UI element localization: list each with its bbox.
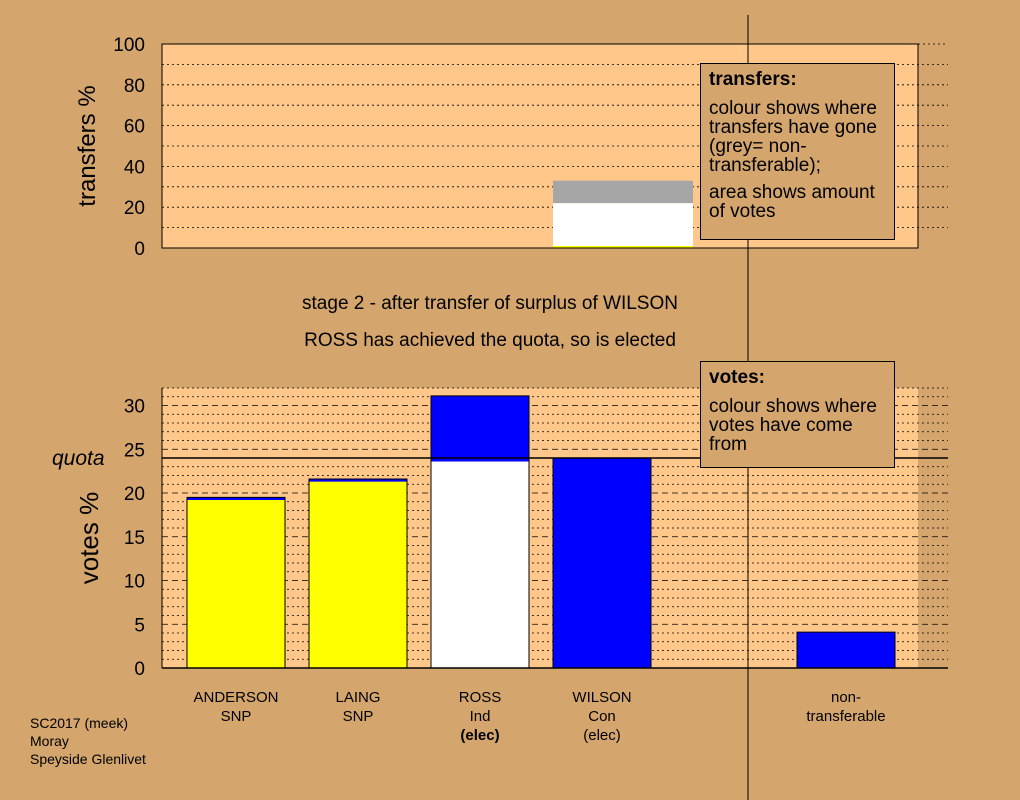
vote-segment-con — [431, 395, 529, 462]
votes-y-tick-label: 30 — [124, 397, 145, 418]
transfers-y-tick-label: 100 — [113, 35, 145, 56]
transfers-y-tick-label: 80 — [124, 76, 145, 97]
transfers-legend: transfers: colour shows where transfers … — [700, 63, 895, 240]
category-name-label: ANDERSON — [193, 689, 278, 706]
transfers-y-tick-label: 60 — [124, 117, 145, 138]
category-name-label: ROSS — [459, 689, 502, 706]
category-party-label: Con — [588, 708, 616, 725]
category-party-label: Ind — [470, 708, 491, 725]
votes-legend-title: votes: — [709, 367, 765, 388]
transfer-segment-snp — [553, 245, 693, 248]
transfers-legend-line1: colour shows where transfers have gone (… — [709, 98, 877, 176]
transfers-y-tick-label: 20 — [124, 198, 145, 219]
category-name-label: WILSON — [572, 689, 631, 706]
vote-segment-ind — [431, 461, 529, 668]
votes-y-axis-label: votes % — [74, 492, 104, 585]
transfers-legend-line2: area shows amount of votes — [709, 182, 875, 222]
vote-segment-con — [797, 632, 895, 668]
vote-segment-con — [187, 497, 285, 500]
vote-segment-snp — [309, 481, 407, 668]
votes-y-tick-label: 5 — [134, 615, 145, 636]
stage-note: ROSS has achieved the quota, so is elect… — [304, 330, 676, 351]
transfers-y-tick-label: 0 — [134, 239, 145, 260]
vote-segment-con — [553, 458, 651, 668]
votes-y-tick-label: 25 — [124, 440, 145, 461]
votes-y-tick-label: 15 — [124, 528, 145, 549]
votes-legend: votes: colour shows where votes have com… — [700, 361, 895, 468]
category-name-label: transferable — [806, 708, 885, 725]
footer-line2: Moray — [30, 733, 69, 749]
votes-y-tick-label: 20 — [124, 484, 145, 505]
transfers-plot-border — [161, 43, 919, 249]
transfers-y-axis-label: transfers % — [74, 85, 101, 206]
footer: SC2017 (meek) Moray Speyside Glenlivet — [30, 714, 146, 768]
transfers-legend-title: transfers: — [709, 69, 797, 90]
category-party-label: SNP — [221, 708, 252, 725]
quota-label: quota — [52, 447, 105, 470]
transfer-segment-non-transferable — [553, 180, 693, 204]
stage-title: stage 2 - after transfer of surplus of W… — [302, 293, 678, 314]
transfer-segment-ind — [553, 203, 693, 246]
vote-segment-snp — [187, 500, 285, 668]
category-party-label: SNP — [343, 708, 374, 725]
votes-y-tick-label: 10 — [124, 572, 145, 593]
category-status-label: (elec) — [460, 727, 499, 744]
footer-line3: Speyside Glenlivet — [30, 751, 146, 767]
transfers-y-tick-label: 40 — [124, 157, 145, 178]
category-status-label: (elec) — [583, 727, 621, 744]
votes-legend-line1: colour shows where votes have come from — [709, 396, 877, 455]
category-name-label: non- — [831, 689, 861, 706]
vote-segment-con — [309, 479, 407, 482]
votes-y-tick-label: 0 — [134, 659, 145, 680]
footer-line1: SC2017 (meek) — [30, 715, 129, 731]
category-name-label: LAING — [335, 689, 380, 706]
